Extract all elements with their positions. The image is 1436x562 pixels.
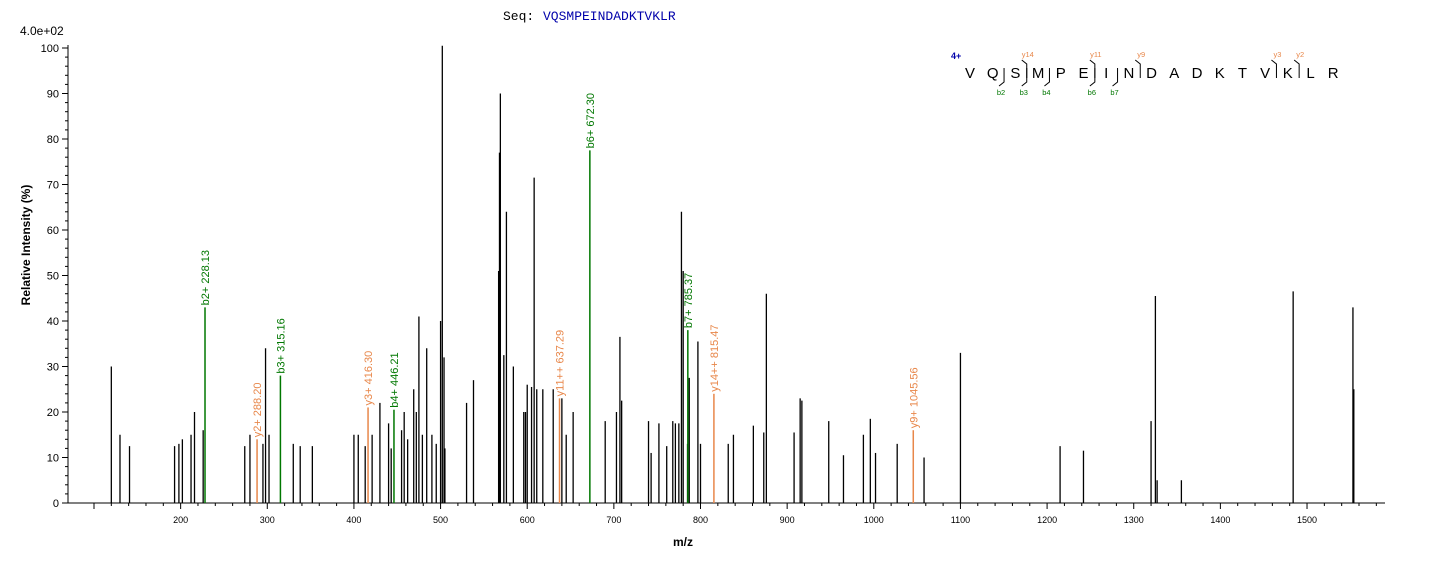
y-cleavage-mark [1271,59,1277,78]
x-tick-label: 1300 [1124,515,1144,525]
y-tick-label: 90 [47,89,59,101]
y-ion-label: y14 [1022,50,1034,59]
x-tick-label: 1200 [1037,515,1057,525]
y-cleavage-mark [1021,59,1028,78]
y-tick-label: 100 [41,43,59,55]
sequence-residue: D [1192,65,1203,82]
x-tick-label: 1500 [1297,515,1317,525]
sequence-residue: E [1078,65,1088,82]
x-tick-label: 200 [173,515,188,525]
sequence-residue: Q [987,65,999,82]
axes: 200 300 400 500 600 700 800 900 1000 1100 1200 1300… [41,43,1385,525]
y-cleavage-mark [1134,59,1141,78]
y-tick-label: 30 [47,362,59,374]
b-cleavage-mark [998,68,1005,87]
intensity-scale-label: 4.0e+02 [20,24,64,38]
y-cleavage-mark [1293,59,1300,78]
x-tick-label: 600 [520,515,535,525]
y-tick-label: 50 [47,271,59,283]
y-ion-label: y2 [1296,50,1304,59]
b-cleavage-mark [1021,68,1028,87]
peak-bars [110,45,1355,503]
x-tick-label: 700 [606,515,621,525]
sequence-residue: P [1056,65,1066,82]
x-tick-label: 1100 [951,515,970,525]
y-tick-label: 60 [47,225,59,237]
x-tick-label: 900 [780,515,795,525]
sequence-residue: D [1146,65,1157,82]
peak-label: y3+ 416.30 [363,351,375,406]
sequence-residue: V [1260,65,1270,82]
b-cleavage-mark [1044,68,1050,87]
y-ion-label: y3 [1273,50,1281,59]
y-tick-label: 10 [47,453,59,465]
y-axis-title: Relative Intensity (%) [19,185,33,306]
b-ion-label: b2 [997,88,1005,97]
sequence-title-label: Seq: [503,9,534,24]
x-tick-label: 400 [346,515,361,525]
sequence-residue: T [1238,65,1247,82]
sequence-residue: K [1215,65,1225,82]
sequence-residue: N [1123,65,1134,82]
x-tick-label: 300 [260,515,275,525]
sequence-title-value: VQSMPEINDADKTVKLR [543,9,676,24]
sequence-residue: A [1169,65,1179,82]
peak-label: y9+ 1045.56 [908,367,920,428]
y-ion-label: y9 [1137,50,1145,59]
sequence-residue: K [1283,65,1293,82]
b-ion-label: b7 [1110,88,1118,97]
y-tick-label: 70 [47,180,59,192]
peak-annotations: b2+ 228.13 y2+ 288.20 b3+ 315.16 y3+ 416.30… [200,93,920,503]
sequence-residue: S [1010,65,1020,82]
y-tick-label: 0 [53,498,59,510]
x-tick-label: 1000 [864,515,884,525]
x-tick-label: 800 [693,515,708,525]
sequence-residue: R [1328,65,1339,82]
b-cleavage-mark [1112,68,1119,87]
x-tick-label: 1400 [1210,515,1230,525]
b-ion-label: b4 [1042,88,1050,97]
peak-label: b6+ 672.30 [585,93,597,148]
b-cleavage-mark [1089,68,1096,87]
b-ion-label: b6 [1088,88,1096,97]
peak-label: b7+ 785.37 [683,273,695,328]
peak-label: b2+ 228.13 [200,250,212,305]
y-cleavage-mark [1089,59,1096,78]
sequence-residue: M [1032,65,1045,82]
x-tick-label: 500 [433,515,448,525]
y-tick-label: 80 [47,134,59,146]
peak-label: b4+ 446.21 [389,352,401,407]
sequence-residue: L [1306,65,1314,82]
y-tick-label: 40 [47,316,59,328]
b-ion-label: b3 [1020,88,1028,97]
peak-label: y2+ 288.20 [252,383,264,438]
y-tick-label: 20 [47,407,59,419]
peak-label: y11++ 637.29 [555,330,567,396]
sequence-residue: I [1104,65,1108,82]
sequence-residue: V [965,65,975,82]
peak-label: b3+ 315.16 [275,318,287,373]
charge-state: 4+ [951,51,961,61]
y-ion-label: y11 [1090,50,1102,59]
peak-label: y14++ 815.47 [709,325,721,392]
x-axis-title: m/z [673,535,693,549]
